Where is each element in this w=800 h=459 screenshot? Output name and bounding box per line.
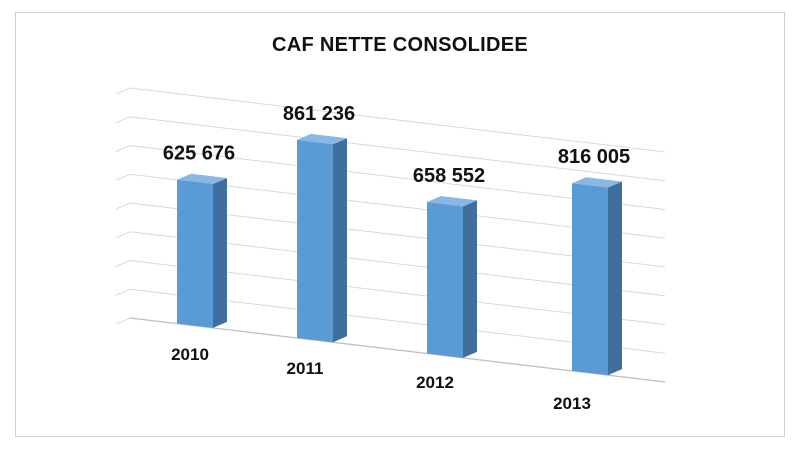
gridline-tick [115,317,131,325]
bars [177,133,622,376]
gridline [129,87,666,153]
gridline-tick [115,231,131,239]
bar-top [297,133,347,145]
bar-side [333,138,347,343]
bar [177,179,213,328]
value-label: 625 676 [163,143,235,165]
value-label: 861 236 [283,103,355,125]
bar-top [177,173,227,185]
bar [297,139,333,343]
bar [572,183,608,376]
bar-side [608,181,622,376]
category-labels: 2010 2011 2012 2013 [171,345,591,413]
gridline-tick [115,173,131,181]
gridline-tick [115,116,131,124]
gridline-tick [115,87,131,95]
value-label: 816 005 [558,146,630,168]
category-label: 2011 [287,359,324,378]
gridline [129,116,666,182]
gridline-tick [115,260,131,267]
bar-top [427,196,477,207]
category-label: 2013 [553,394,591,413]
gridline-tick [115,202,131,210]
bar-side [463,200,477,358]
value-label: 658 552 [413,165,485,187]
floor-line [129,317,666,383]
value-labels: 625 676 861 236 658 552 816 005 [163,103,630,187]
category-label: 2010 [171,345,209,364]
bar [427,202,463,358]
bar-top [572,177,622,188]
chart-frame [15,12,785,437]
chart-title: CAF NETTE CONSOLIDEE [271,34,528,56]
bar-side [213,178,227,328]
category-label: 2012 [416,373,454,392]
gridline-tick [115,145,131,152]
gridline-tick [115,288,131,296]
